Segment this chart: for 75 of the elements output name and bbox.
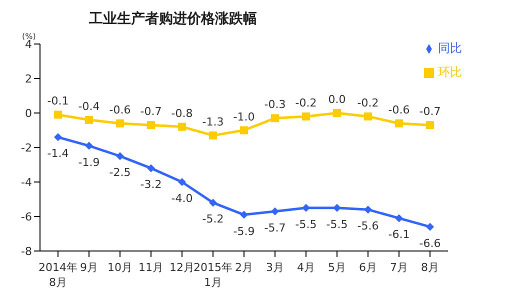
point — [426, 121, 434, 130]
y-tick-label: -6 — [21, 210, 32, 224]
point — [271, 114, 279, 122]
data-label: -4.0 — [171, 192, 193, 205]
point — [116, 119, 124, 128]
x-tick-label: 2014年 8月 — [38, 261, 78, 289]
point — [85, 142, 93, 150]
legend-label: 环比 — [438, 65, 462, 79]
data-label: -5.6 — [357, 220, 379, 233]
x-tick-label: 8月 — [421, 261, 439, 274]
point — [333, 109, 341, 117]
y-tick-label: -4 — [21, 176, 32, 189]
point — [364, 112, 372, 120]
data-label: -0.7 — [140, 105, 162, 118]
data-label: -0.4 — [78, 100, 100, 113]
point — [54, 133, 62, 142]
data-label: -5.7 — [264, 221, 286, 234]
data-label: -3.2 — [140, 178, 162, 192]
point — [240, 210, 248, 219]
chart-title: 工业生产者购进价格涨跌幅 — [88, 10, 258, 28]
y-axis-title: (%) — [22, 32, 36, 41]
data-label: -5.9 — [233, 224, 255, 238]
point — [426, 222, 434, 231]
x-tick-label: 6月 — [359, 261, 377, 274]
point — [178, 122, 186, 131]
data-label: -5.5 — [295, 218, 317, 231]
y-tick-label: 2 — [25, 72, 32, 86]
data-label: -0.6 — [388, 103, 410, 116]
data-label: -1.4 — [47, 147, 69, 160]
point — [240, 126, 248, 134]
point — [147, 164, 155, 172]
x-tick-label: 11月 — [138, 261, 164, 274]
data-label: -6.6 — [419, 236, 441, 250]
data-label: -1.9 — [78, 156, 100, 169]
data-label: -0.1 — [47, 94, 69, 108]
point — [54, 110, 62, 119]
x-tick-label: 2月 — [235, 261, 253, 274]
y-tick-label: -8 — [21, 244, 32, 258]
data-label: -5.5 — [326, 218, 348, 231]
data-label: -1.0 — [233, 110, 255, 124]
point — [85, 116, 93, 124]
x-tick-label: 5月 — [328, 261, 346, 274]
data-label: -5.2 — [202, 212, 224, 226]
point — [271, 207, 279, 216]
point — [333, 204, 341, 212]
x-tick-label: 9月 — [80, 261, 98, 274]
data-label: -1.3 — [202, 115, 224, 128]
point — [395, 119, 403, 128]
data-label: 0.0 — [328, 93, 346, 106]
point — [116, 152, 124, 160]
point — [178, 178, 186, 186]
point — [364, 206, 372, 214]
data-label: -0.3 — [264, 98, 286, 112]
x-tick-label: 2015年 1月 — [194, 261, 232, 289]
data-label: -2.5 — [109, 166, 131, 180]
x-tick-label: 10月 — [108, 261, 132, 274]
data-label: -0.2 — [357, 96, 379, 110]
data-label: -6.1 — [388, 228, 410, 242]
point — [302, 204, 310, 212]
point — [302, 112, 310, 120]
x-tick-label: 3月 — [266, 261, 284, 274]
point — [147, 121, 155, 130]
data-label: -0.2 — [295, 96, 317, 110]
data-label: -0.8 — [171, 106, 193, 120]
point — [209, 131, 217, 140]
x-tick-label: 12月 — [170, 261, 194, 274]
x-tick-label: 4月 — [297, 261, 315, 274]
point — [209, 198, 217, 207]
y-tick-label: -2 — [21, 141, 32, 154]
data-label: -0.7 — [419, 105, 441, 118]
point — [395, 214, 403, 222]
data-label: -0.6 — [109, 103, 131, 116]
legend-label: 同比 — [438, 41, 462, 55]
x-tick-label: 7月 — [390, 261, 408, 274]
y-tick-label: 0 — [25, 106, 32, 120]
